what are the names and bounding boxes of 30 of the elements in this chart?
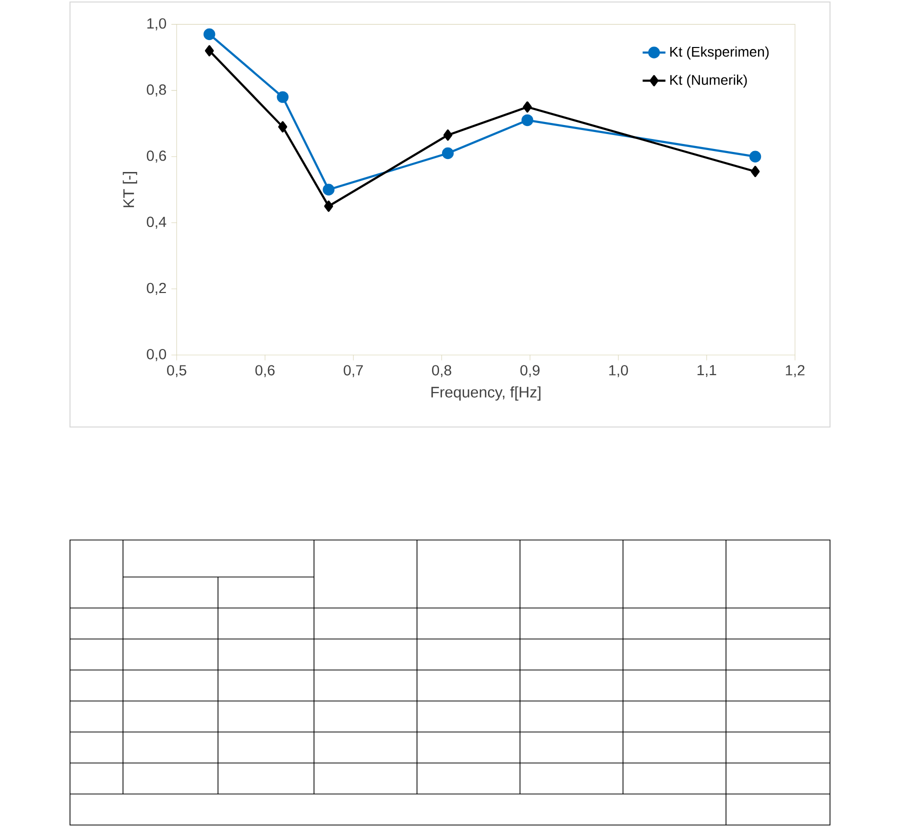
point <box>324 200 334 212</box>
y-axis-title: KT [-] <box>122 172 138 208</box>
x-axis-title: Frequency, f[Hz] <box>431 386 540 401</box>
point <box>522 101 532 113</box>
point <box>521 114 534 126</box>
x-tick-label: 0,9 <box>520 365 540 378</box>
y-tick-label: 1,0 <box>147 18 166 30</box>
point <box>443 129 452 141</box>
point <box>204 28 216 40</box>
point <box>750 166 760 178</box>
y-tick-label: 0,8 <box>146 84 166 97</box>
point <box>278 121 288 132</box>
x-tick-label: 1,0 <box>609 365 628 378</box>
x-tick-label: 0,6 <box>255 365 275 378</box>
x-tick-label: 0,5 <box>167 365 186 378</box>
y-tick-label: 0,4 <box>146 216 166 229</box>
legend-label: Kt (Numerik) <box>670 74 747 88</box>
point <box>442 147 454 160</box>
x-tick-label: 1,2 <box>786 365 804 378</box>
legend-label: Kt (Eksperimen) <box>670 46 769 60</box>
x-tick-label: 1,1 <box>698 365 716 378</box>
point <box>276 91 289 103</box>
point <box>204 45 214 56</box>
y-tick-label: 0,0 <box>146 348 166 362</box>
x-tick-label: 0,8 <box>432 365 452 378</box>
x-tick-label: 0,7 <box>344 365 363 378</box>
point <box>749 150 762 162</box>
y-tick-label: 0,2 <box>146 282 166 295</box>
y-tick-label: 0,6 <box>146 150 166 163</box>
point <box>322 184 334 196</box>
